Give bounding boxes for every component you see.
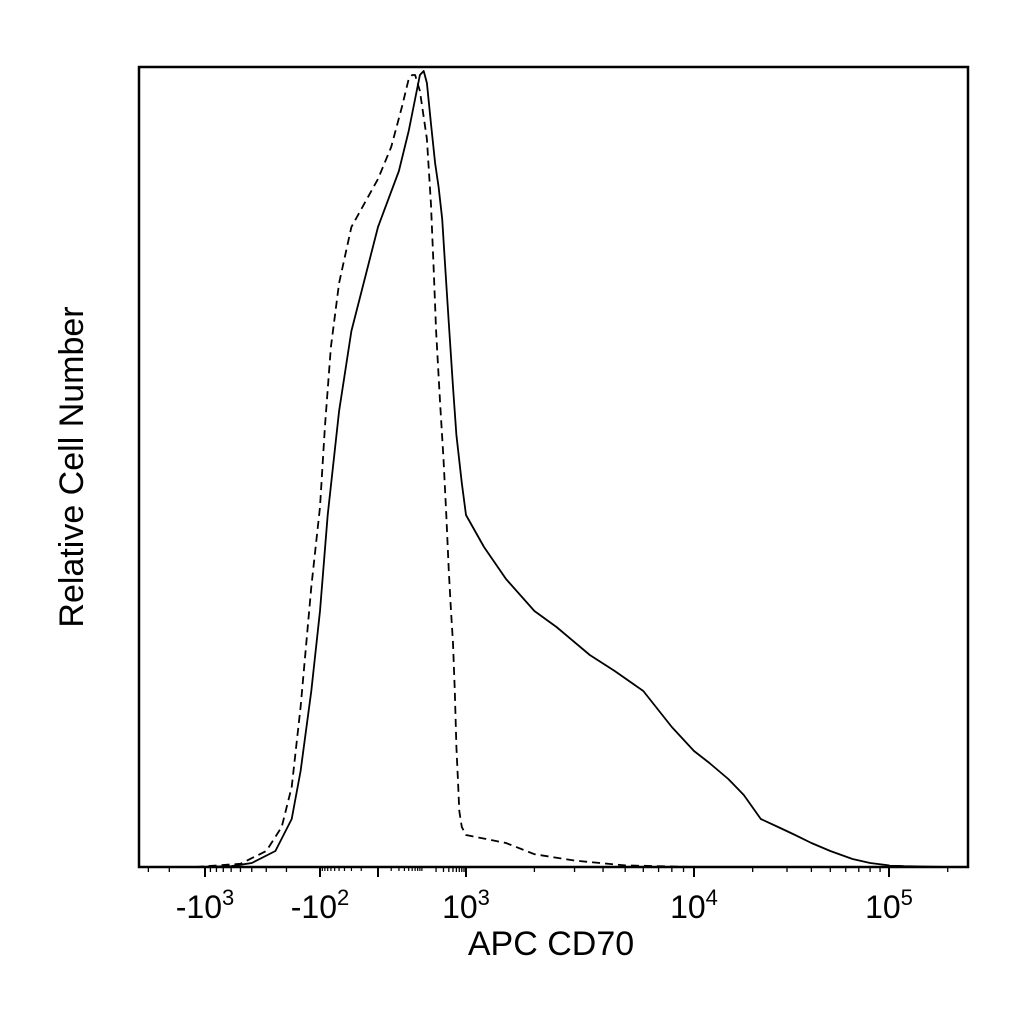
- x-axis-label: APC CD70: [468, 925, 634, 963]
- y-axis-label: Relative Cell Number: [53, 306, 91, 627]
- solid-histogram-curve: [195, 70, 948, 868]
- x-axis-ticks: [147, 867, 949, 877]
- dashed-histogram-curve: [195, 74, 695, 868]
- x-tick-label: 103: [442, 885, 490, 925]
- plot-frame: [137, 65, 970, 869]
- histogram-curves: [195, 70, 948, 868]
- x-tick-label: 104: [670, 885, 718, 925]
- x-tick-label: 105: [865, 885, 913, 925]
- x-axis-tick-labels: -103 -102 103 104 105: [176, 885, 913, 925]
- x-tick-label: -103: [176, 885, 235, 925]
- x-tick-label: -102: [291, 885, 350, 925]
